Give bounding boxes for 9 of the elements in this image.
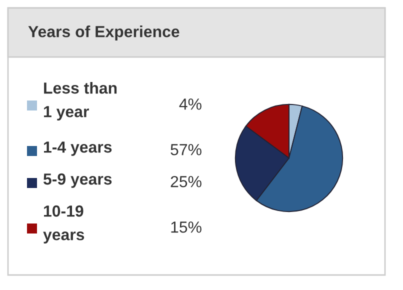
legend-label: 5-9 years <box>43 173 112 188</box>
legend-label: 10-19 years <box>43 205 84 244</box>
data-label: 25% <box>170 176 202 188</box>
chart-title: Years of Experience <box>28 26 180 40</box>
legend-label: Less than 1 year <box>44 82 117 120</box>
legend-label: 1-4 years <box>44 142 112 156</box>
data-label: 4% <box>179 98 202 110</box>
data-label: 15% <box>171 222 202 233</box>
data-label: 57% <box>170 144 202 156</box>
